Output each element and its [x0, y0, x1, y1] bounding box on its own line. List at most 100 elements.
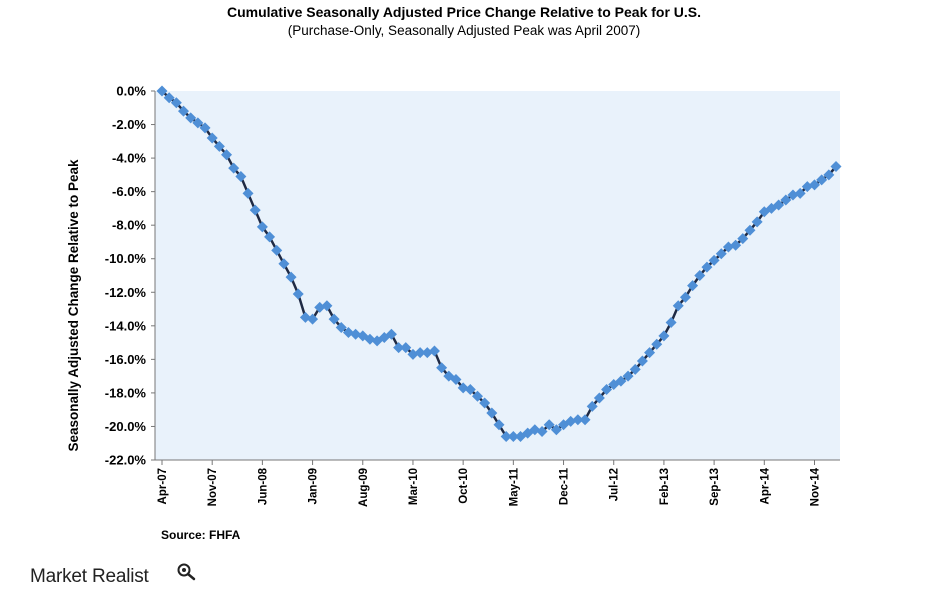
data-point: [507, 431, 519, 443]
data-point: [278, 258, 290, 270]
data-point: [328, 313, 340, 325]
data-point: [235, 171, 247, 183]
x-tick-label: Sep-13: [709, 468, 721, 506]
data-point: [450, 373, 462, 385]
y-tick-label: -8.0%: [112, 218, 146, 233]
data-point: [808, 179, 820, 191]
data-point: [264, 231, 276, 243]
source-note: Source: FHFA: [161, 528, 241, 542]
data-point: [744, 224, 756, 236]
y-tick-label: -20.0%: [105, 419, 147, 434]
x-tick-label: Jul-12: [609, 468, 621, 501]
data-point: [830, 160, 842, 172]
data-point: [715, 248, 727, 260]
data-point: [385, 328, 397, 340]
x-tick-label: Dec-11: [559, 467, 571, 505]
x-tick-label: Jun-08: [257, 467, 269, 505]
y-tick-label: -14.0%: [105, 318, 147, 333]
data-point: [199, 122, 211, 134]
data-point: [651, 338, 663, 350]
data-point: [163, 92, 175, 104]
data-point: [471, 390, 483, 402]
data-point: [185, 112, 197, 124]
data-point: [773, 199, 785, 211]
data-point: [658, 330, 670, 342]
y-tick-label: -22.0%: [105, 453, 147, 468]
data-point: [285, 271, 297, 283]
data-point: [751, 216, 763, 228]
x-tick-label: Apr-14: [759, 467, 771, 504]
x-tick-label: Aug-09: [358, 468, 370, 507]
y-tick-label: -6.0%: [112, 184, 146, 199]
data-point: [550, 424, 562, 436]
data-point: [192, 117, 204, 129]
data-point: [206, 132, 218, 144]
data-point: [393, 342, 405, 354]
data-point: [601, 384, 613, 396]
data-point: [636, 355, 648, 367]
data-point: [593, 392, 605, 404]
data-point: [292, 288, 304, 300]
y-tick-label: -4.0%: [112, 151, 146, 166]
data-point: [428, 345, 440, 357]
y-axis: 0.0% -2.0% -4.0% -6.0% -8.0% -10.0% -12.0% -14.…: [105, 84, 156, 468]
data-point: [730, 239, 742, 251]
data-point: [579, 414, 591, 426]
chart-subtitle: (Purchase-Only, Seasonally Adjusted Peak…: [287, 23, 641, 38]
data-point: [464, 384, 476, 396]
series-markers: [156, 85, 842, 443]
data-point: [414, 347, 426, 359]
x-tick-label: Oct-10: [458, 468, 470, 504]
y-tick-label: 0.0%: [116, 84, 146, 99]
data-point: [221, 149, 233, 161]
data-point: [228, 162, 240, 174]
y-axis-label: Seasonally Adjusted Change Relative to P…: [66, 159, 81, 452]
x-tick-label: Apr-07: [157, 468, 169, 504]
data-point: [816, 174, 828, 186]
logo-text: Market Realist: [30, 566, 149, 587]
data-point: [629, 363, 641, 375]
data-point: [178, 105, 190, 117]
x-tick-label: Feb-13: [659, 468, 671, 505]
data-point: [436, 362, 448, 374]
data-point: [256, 221, 268, 233]
data-point: [479, 397, 491, 409]
data-point: [665, 316, 677, 328]
data-point: [486, 407, 498, 419]
data-point: [708, 254, 720, 266]
data-point: [543, 419, 555, 431]
y-tick-label: -2.0%: [112, 117, 146, 132]
magnifier-icon: [177, 563, 196, 581]
data-point: [156, 85, 168, 97]
data-point: [170, 97, 182, 109]
data-point: [500, 431, 512, 443]
x-axis: Apr-07 Nov-07 Jun-08 Jan-09 Aug-09 Mar-10 Oct-…: [155, 459, 840, 507]
data-point: [321, 300, 333, 312]
data-point: [687, 280, 699, 292]
data-point: [622, 370, 634, 382]
data-point: [780, 194, 792, 206]
data-point: [586, 400, 598, 412]
data-point: [694, 270, 706, 281]
data-point: [737, 233, 749, 245]
data-point: [271, 244, 283, 256]
data-point: [615, 375, 627, 387]
data-point: [794, 187, 806, 199]
x-tick-label: Mar-10: [408, 468, 420, 505]
data-point: [536, 425, 548, 437]
data-point: [672, 300, 684, 312]
data-point: [242, 187, 254, 199]
x-tick-label: May-11: [508, 467, 520, 506]
plot-area: [155, 91, 840, 460]
data-point: [823, 169, 835, 181]
data-point: [400, 342, 412, 354]
data-point: [572, 414, 584, 426]
y-tick-label: -18.0%: [105, 385, 147, 400]
data-point: [307, 313, 319, 325]
data-point: [679, 291, 691, 303]
data-point: [493, 419, 505, 431]
data-point: [701, 261, 713, 273]
data-point: [249, 204, 261, 216]
data-point: [335, 321, 347, 333]
